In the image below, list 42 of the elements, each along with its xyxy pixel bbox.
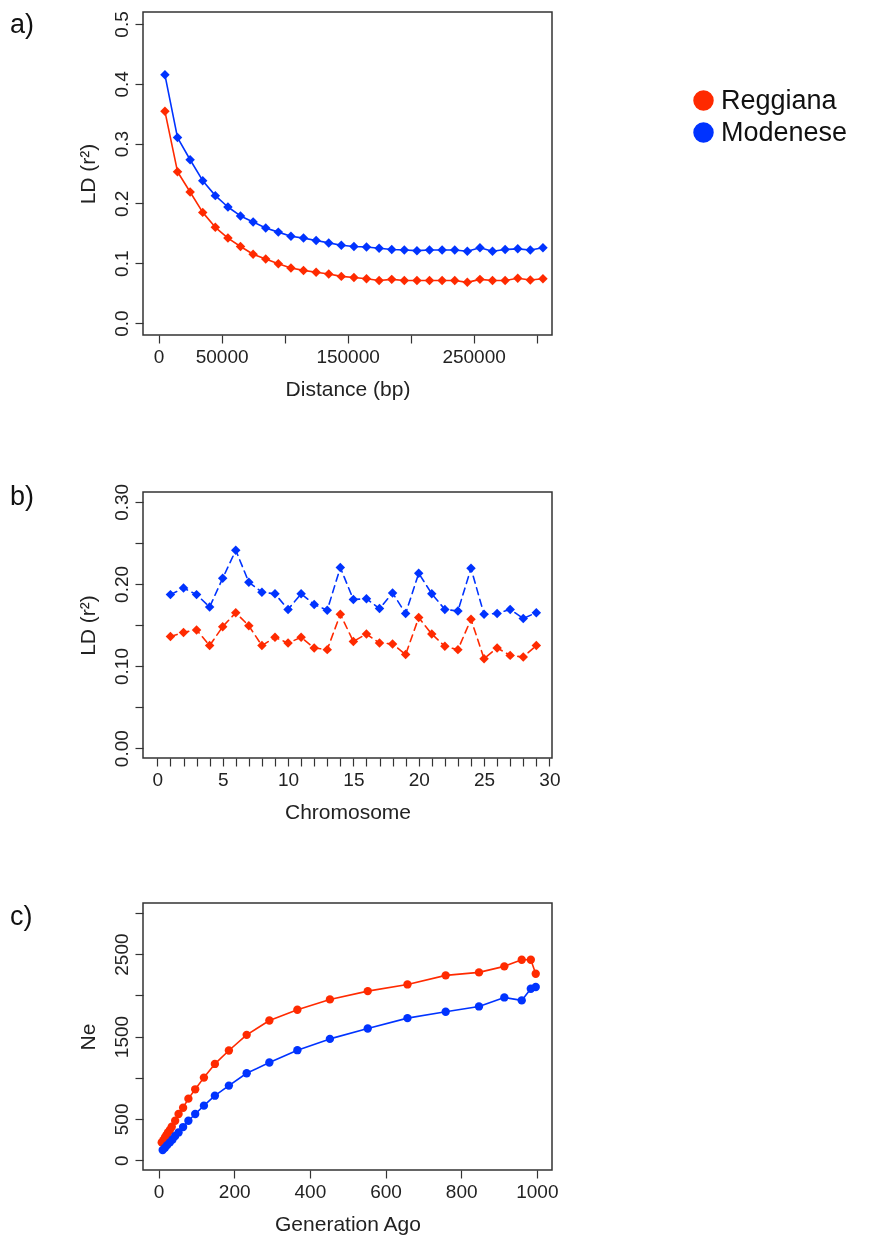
y-tick-label: 0 bbox=[110, 1155, 132, 1166]
y-tick-label: 0.3 bbox=[110, 130, 132, 158]
x-tick-label: 5 bbox=[217, 768, 229, 790]
y-axis-title: LD (r²) bbox=[75, 143, 99, 205]
y-axis-title: Ne bbox=[75, 1023, 99, 1051]
y-tick-label: 0.00 bbox=[110, 730, 132, 768]
y-tick-label: 0.2 bbox=[110, 190, 132, 218]
x-tick-label: 200 bbox=[218, 1180, 251, 1202]
x-tick-label: 50000 bbox=[195, 345, 249, 367]
x-tick-label: 600 bbox=[370, 1180, 402, 1202]
y-tick-label: 0.4 bbox=[110, 70, 132, 98]
y-tick-label: 1500 bbox=[110, 1015, 132, 1059]
chart-title: b) bbox=[10, 481, 35, 512]
y-tick-label: 500 bbox=[110, 1103, 132, 1136]
y-tick-label: 0.5 bbox=[110, 11, 132, 38]
x-tick-label: 0 bbox=[153, 1180, 165, 1202]
x-tick-label: 0 bbox=[153, 345, 165, 367]
legend-label: Reggiana bbox=[721, 84, 838, 115]
y-tick-label: 2500 bbox=[110, 933, 132, 976]
x-axis-title: Distance (bp) bbox=[285, 376, 411, 400]
x-tick-label: 10 bbox=[277, 768, 300, 790]
x-tick-label: 30 bbox=[539, 768, 561, 790]
legend-label: Modenese bbox=[721, 116, 848, 147]
x-tick-label: 15 bbox=[343, 768, 365, 790]
x-tick-label: 20 bbox=[408, 768, 430, 790]
y-tick-label: 0.1 bbox=[110, 250, 132, 277]
y-tick-label: 0.10 bbox=[110, 648, 132, 686]
x-tick-label: 800 bbox=[445, 1180, 478, 1202]
x-tick-label: 250000 bbox=[442, 345, 506, 367]
chart-title: a) bbox=[10, 8, 35, 39]
x-tick-label: 150000 bbox=[316, 345, 380, 367]
y-axis-title: LD (r²) bbox=[75, 595, 99, 656]
x-tick-label: 1000 bbox=[516, 1180, 559, 1202]
y-tick-label: 0.20 bbox=[110, 565, 132, 603]
x-axis-title: Generation Ago bbox=[275, 1211, 421, 1235]
y-tick-label: 0.0 bbox=[110, 310, 132, 337]
chart-title: c) bbox=[10, 901, 33, 931]
x-tick-label: 0 bbox=[152, 768, 164, 790]
y-tick-label: 0.30 bbox=[110, 483, 132, 521]
x-axis-title: Chromosome bbox=[284, 799, 412, 823]
x-tick-label: 400 bbox=[294, 1180, 327, 1202]
x-tick-label: 25 bbox=[473, 768, 496, 790]
